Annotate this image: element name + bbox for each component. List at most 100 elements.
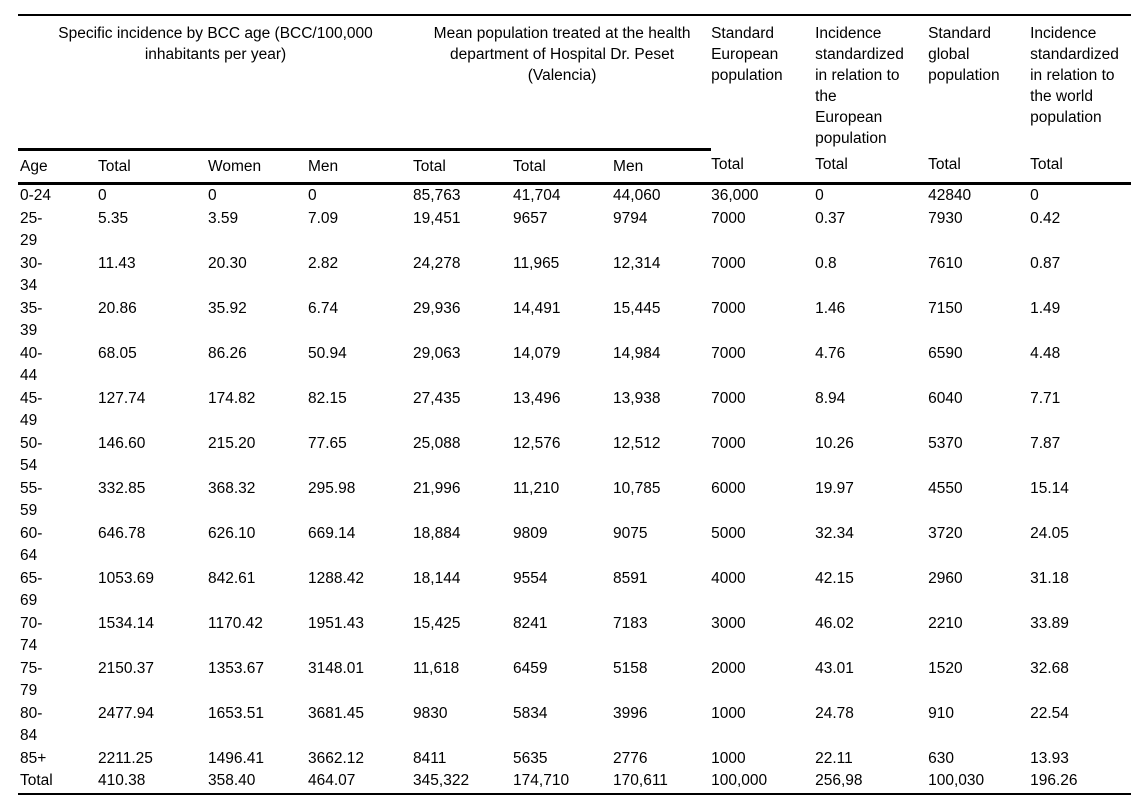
table-cell: 100,030 (928, 772, 985, 789)
table-cell: 36,000 (711, 187, 759, 204)
table-cell: 24.05 (1030, 524, 1069, 542)
table-cell: 4550 (928, 479, 963, 497)
table-row: 35- 39 20.86 35.92 6.74 29,936 14,491 15,445 70… (18, 298, 1131, 343)
table-cell: 295.98 (308, 479, 356, 497)
table-cell: 43.01 (815, 659, 854, 677)
table-cell: 85,763 (413, 187, 461, 204)
header-standard-global-population: Standard global population (928, 25, 1000, 84)
table-cell: 464.07 (308, 772, 356, 789)
table-cell: 358.40 (208, 772, 256, 789)
table-cell: 27,435 (413, 389, 461, 407)
table-row: 30- 34 11.43 20.30 2.82 24,278 11,965 12,314 70… (18, 253, 1131, 298)
table-cell: 6000 (711, 479, 746, 497)
table-cell: 8241 (513, 614, 548, 632)
group-header-specific-incidence: Specific incidence by BCC age (BCC/100,0… (18, 15, 414, 151)
table-cell: 19.97 (815, 479, 854, 497)
table-cell: 14,984 (613, 344, 661, 362)
table-cell: 6.74 (308, 299, 339, 317)
table-cell: 13,938 (613, 389, 661, 407)
table-cell: 7.09 (308, 209, 339, 227)
table-cell: 2960 (928, 569, 963, 587)
row-age-label: 40- 44 (20, 344, 43, 385)
table-cell: 9554 (513, 569, 548, 587)
table-cell: 41,704 (513, 187, 561, 204)
table-cell: 0.42 (1030, 209, 1061, 227)
table-cell: 20.30 (208, 254, 247, 272)
table-cell: 7000 (711, 434, 746, 452)
row-age-label: 0-24 (20, 187, 52, 204)
table-cell: 368.32 (208, 479, 256, 497)
table-cell: 86.26 (208, 344, 247, 362)
table-cell: 174.82 (208, 389, 256, 407)
row-age-label: 75- 79 (20, 659, 43, 700)
table-cell: 13,496 (513, 389, 561, 407)
table-cell: 5834 (513, 704, 548, 722)
table-cell: 345,322 (413, 772, 470, 789)
column-header-population-total: Total (413, 149, 514, 185)
table-cell: 7000 (711, 299, 746, 317)
table-cell: 100,000 (711, 772, 768, 789)
column-header-std-incidence-eur-total: Total (815, 149, 929, 185)
column-header-std-incidence-world-total: Total (1030, 149, 1132, 185)
table-cell: 256,98 (815, 772, 863, 789)
table-cell: 42840 (928, 187, 972, 204)
table-cell: 1951.43 (308, 614, 365, 632)
table-cell: 1.49 (1030, 299, 1061, 317)
table-cell: 46.02 (815, 614, 854, 632)
table-cell: 7000 (711, 344, 746, 362)
table-cell: 12,512 (613, 434, 661, 452)
table-cell: 22.11 (815, 749, 853, 767)
row-age-label: 70- 74 (20, 614, 43, 655)
group-header-row: Specific incidence by BCC age (BCC/100,0… (18, 15, 1131, 151)
table-cell: 6590 (928, 344, 963, 362)
table-row: 55- 59 332.85 368.32 295.98 21,996 11,210 10,7… (18, 478, 1131, 523)
table-cell: 25,088 (413, 434, 461, 452)
table-cell: 127.74 (98, 389, 146, 407)
table-cell: 0 (308, 187, 317, 204)
table-cell: 1653.51 (208, 704, 265, 722)
table-cell: 170,611 (613, 772, 668, 789)
row-age-label: 35- 39 (20, 299, 43, 340)
table-cell: 1000 (711, 704, 746, 722)
table-cell: 32.34 (815, 524, 854, 542)
column-header-incidence-men: Men (308, 149, 414, 185)
table-cell: 7000 (711, 254, 746, 272)
table-cell: 18,884 (413, 524, 461, 542)
row-age-label: 50- 54 (20, 434, 43, 475)
table-row: 85+ 2211.25 1496.41 3662.12 8411 5635 2776 1000… (18, 748, 1131, 771)
table-cell: 3681.45 (308, 704, 365, 722)
table-cell: 0.37 (815, 209, 846, 227)
row-age-label: 45- 49 (20, 389, 43, 430)
table-row: 65- 69 1053.69 842.61 1288.42 18,144 9554 8591… (18, 568, 1131, 613)
table-cell: 5370 (928, 434, 963, 452)
table-cell: 29,063 (413, 344, 461, 362)
row-age-label: 65- 69 (20, 569, 43, 610)
table-cell: 21,996 (413, 479, 461, 497)
table-cell: 7000 (711, 389, 746, 407)
table-cell: 3000 (711, 614, 746, 632)
table-cell: 0 (1030, 187, 1039, 204)
table-cell: 8591 (613, 569, 648, 587)
table-cell: 7610 (928, 254, 963, 272)
table-cell: 1.46 (815, 299, 846, 317)
table-cell: 4.48 (1030, 344, 1061, 362)
row-age-label: 55- 59 (20, 479, 43, 520)
table-cell: 0 (208, 187, 217, 204)
table-cell: 3720 (928, 524, 963, 542)
incidence-table: Specific incidence by BCC age (BCC/100,0… (18, 14, 1132, 795)
header-standard-european-population: Standard European population (711, 25, 783, 84)
table-cell: 6040 (928, 389, 963, 407)
table-cell: 332.85 (98, 479, 146, 497)
table-cell: 0 (815, 187, 824, 204)
table-cell: 7150 (928, 299, 963, 317)
column-header-population-total-2: Total (513, 149, 614, 185)
table-cell: 35.92 (208, 299, 247, 317)
table-cell: 9809 (513, 524, 548, 542)
table-cell: 5.35 (98, 209, 129, 227)
row-age-label: 85+ (20, 749, 47, 767)
row-age-label: 30- 34 (20, 254, 43, 295)
table-cell: 10.26 (815, 434, 854, 452)
table-cell: 2.82 (308, 254, 339, 272)
table-cell: 11,210 (513, 479, 560, 497)
